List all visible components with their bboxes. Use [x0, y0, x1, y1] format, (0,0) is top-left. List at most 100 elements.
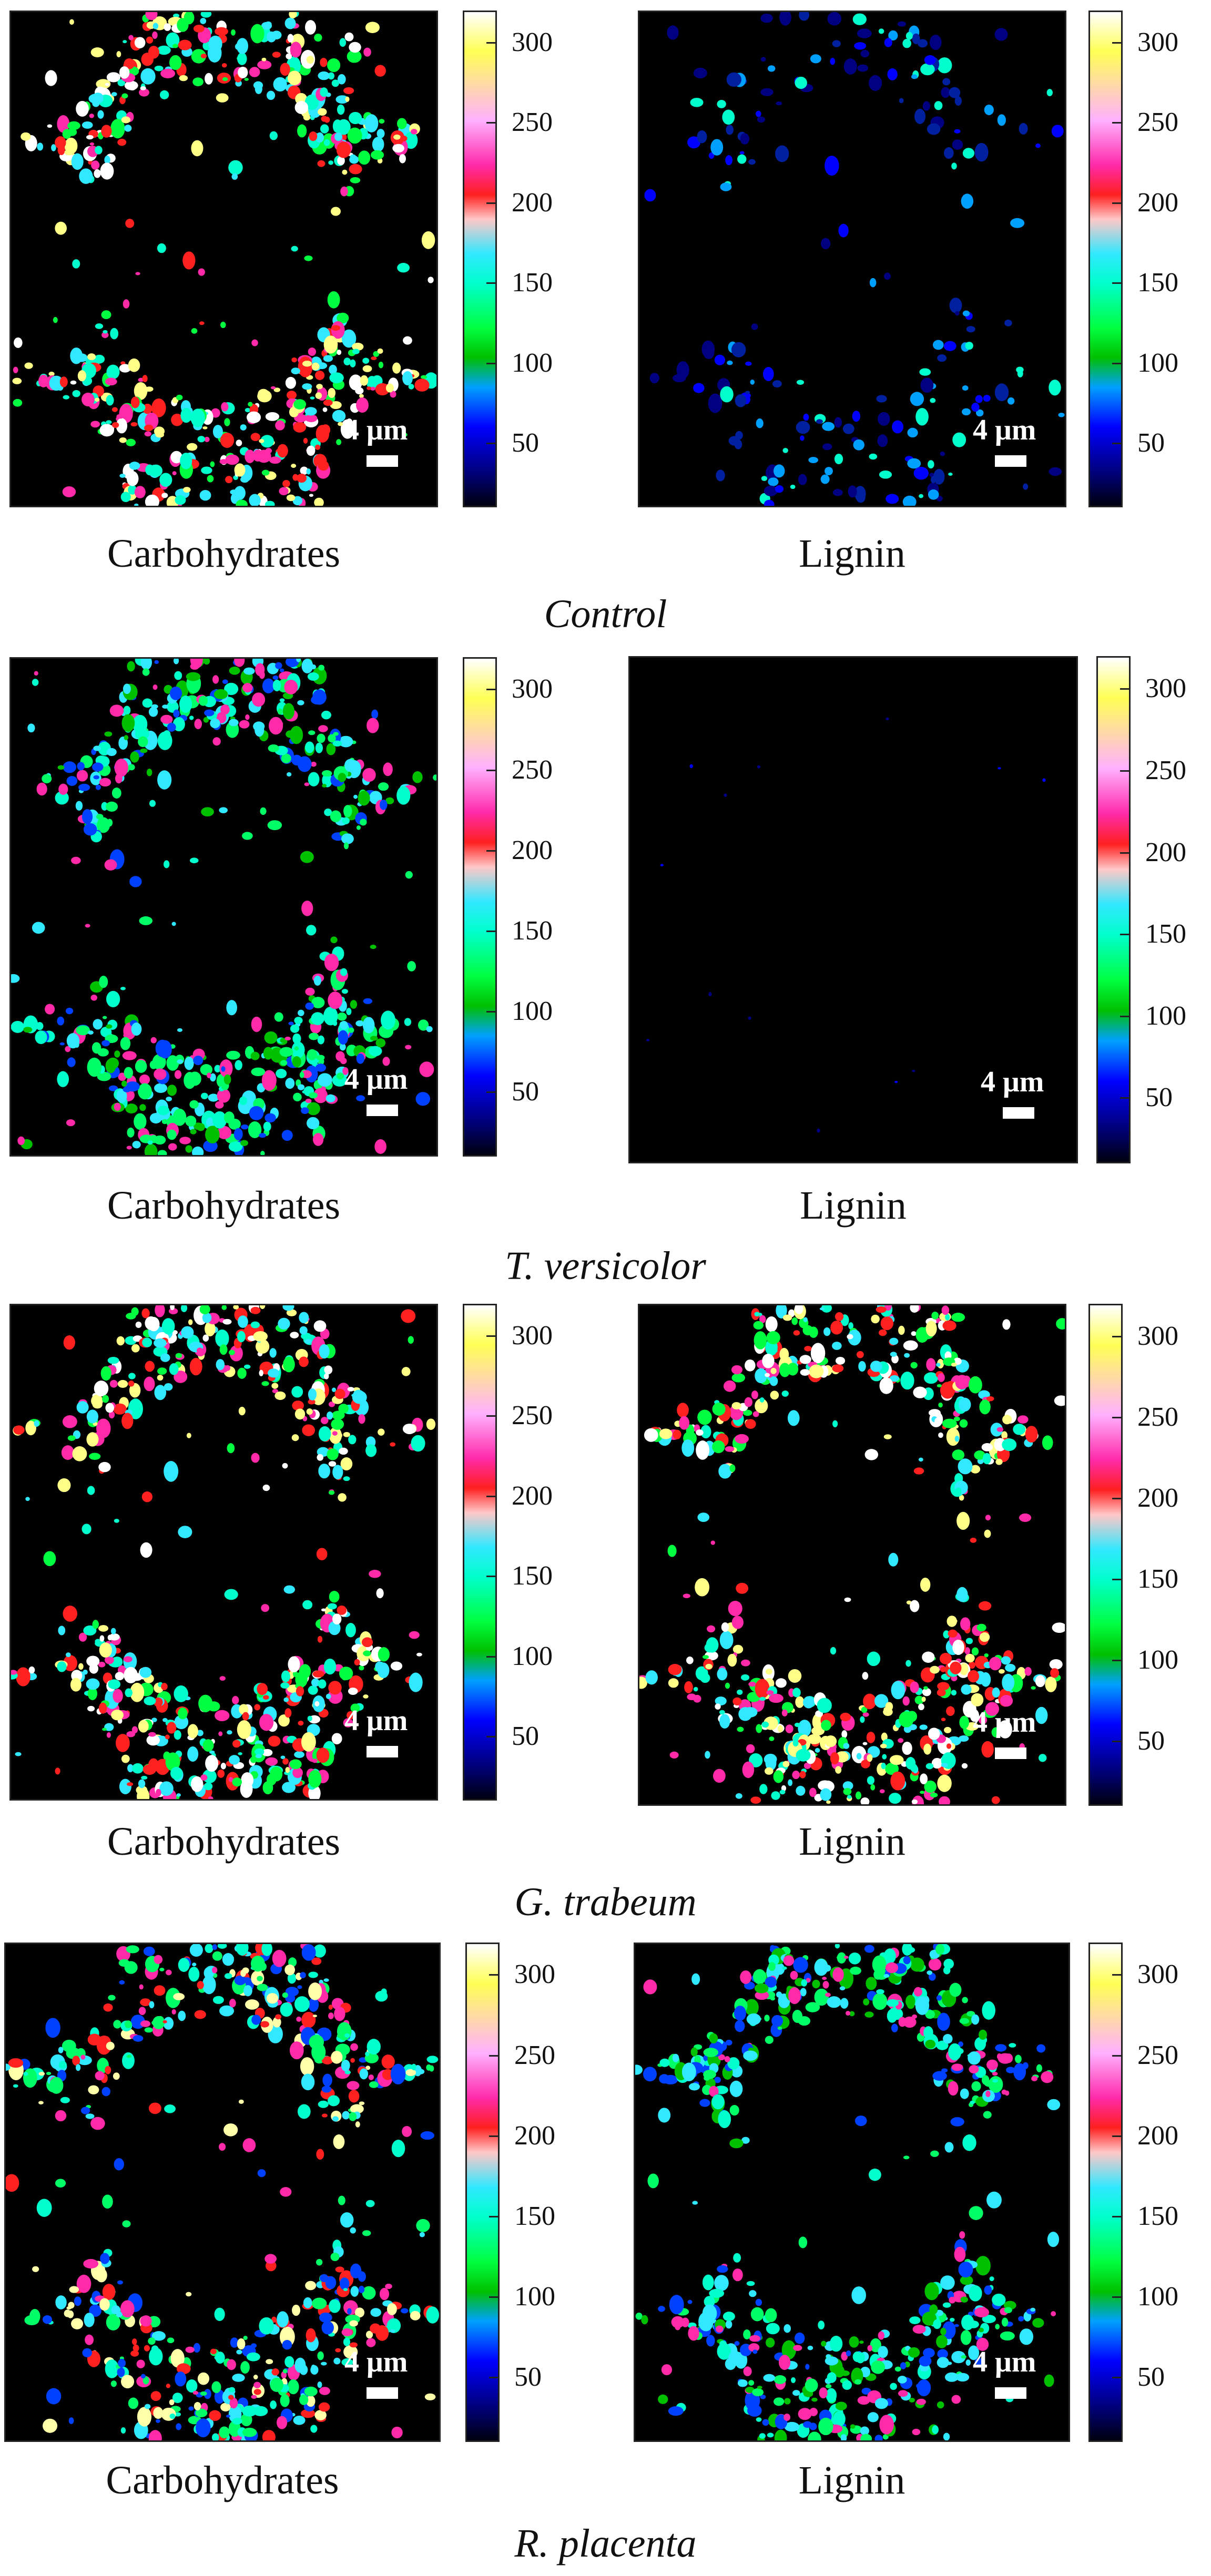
intensity-blob: [903, 1340, 918, 1351]
intensity-blob: [121, 93, 128, 99]
intensity-blob: [953, 1619, 958, 1623]
intensity-blob: [686, 1657, 694, 1664]
intensity-blob: [770, 1391, 779, 1400]
intensity-blob: [107, 1634, 113, 1641]
intensity-blob: [1049, 467, 1062, 476]
intensity-blob: [740, 1674, 750, 1681]
colorbar-tick-label: 300: [514, 1959, 555, 1990]
intensity-blob: [362, 1637, 373, 1648]
intensity-blob: [248, 1121, 262, 1138]
intensity-blob: [160, 1353, 170, 1362]
intensity-blob: [232, 1740, 241, 1748]
intensity-blob: [777, 2026, 782, 2030]
intensity-blob: [659, 2058, 670, 2067]
intensity-blob: [310, 396, 315, 400]
intensity-blob: [102, 1016, 107, 1019]
intensity-blob: [178, 2010, 186, 2021]
intensity-blob: [321, 1608, 327, 1612]
intensity-blob: [319, 2387, 330, 2395]
intensity-blob: [1019, 1513, 1032, 1522]
intensity-blob: [913, 1467, 924, 1475]
intensity-blob: [745, 1419, 756, 1429]
intensity-blob: [117, 2367, 125, 2377]
intensity-blob: [358, 790, 370, 806]
colorbar-tick: [486, 769, 497, 771]
intensity-blob: [332, 740, 342, 747]
intensity-blob: [724, 2056, 730, 2062]
intensity-blob: [114, 2158, 124, 2171]
intensity-blob: [719, 1710, 725, 1715]
intensity-blob: [318, 1464, 330, 1479]
intensity-blob: [317, 2351, 324, 2360]
intensity-blob: [952, 1639, 964, 1655]
intensity-blob: [826, 2354, 831, 2359]
intensity-blob: [798, 2408, 812, 2420]
colorbar: [1088, 11, 1123, 507]
intensity-blob: [959, 2231, 965, 2239]
intensity-blob: [816, 419, 823, 424]
intensity-blob: [198, 1694, 213, 1713]
intensity-blob: [259, 1369, 263, 1376]
intensity-blob: [777, 1725, 783, 1733]
intensity-blob: [119, 364, 131, 373]
intensity-blob: [301, 2011, 316, 2028]
intensity-blob: [342, 2111, 350, 2120]
intensity-blob: [116, 2312, 123, 2318]
intensity-blob: [89, 114, 94, 118]
intensity-blob: [928, 489, 939, 500]
intensity-blob: [825, 467, 833, 476]
intensity-blob: [140, 659, 152, 670]
intensity-blob: [6, 2063, 11, 2071]
intensity-blob: [371, 356, 377, 360]
intensity-blob: [983, 2111, 992, 2119]
intensity-blob: [756, 418, 764, 428]
intensity-blob: [106, 2314, 120, 2330]
intensity-blob: [140, 68, 156, 85]
intensity-blob: [950, 1661, 962, 1674]
intensity-blob: [342, 1067, 349, 1075]
intensity-blob: [257, 60, 272, 69]
intensity-blob: [703, 2048, 719, 2057]
intensity-blob: [728, 2350, 742, 2366]
intensity-blob: [138, 1083, 152, 1100]
intensity-blob: [228, 2395, 234, 2400]
intensity-blob: [709, 2033, 718, 2044]
intensity-blob: [939, 1652, 952, 1664]
intensity-blob: [910, 1681, 919, 1693]
intensity-blob: [120, 2375, 135, 2389]
intensity-blob: [392, 144, 404, 153]
intensity-blob: [954, 2246, 966, 2262]
intensity-blob: [284, 2356, 294, 2368]
intensity-blob: [255, 1754, 262, 1759]
intensity-blob: [881, 1762, 886, 1770]
intensity-blob: [352, 1391, 367, 1404]
intensity-blob: [960, 2330, 972, 2345]
intensity-blob: [157, 1375, 164, 1381]
intensity-blob: [194, 2401, 201, 2410]
intensity-blob: [378, 361, 384, 369]
intensity-blob: [95, 146, 103, 155]
intensity-blob: [274, 1012, 283, 1022]
intensity-blob: [178, 1526, 192, 1538]
intensity-blob: [783, 2324, 791, 2333]
intensity-blob: [684, 1681, 693, 1693]
intensity-blob: [885, 1762, 899, 1775]
intensity-blob: [401, 1367, 411, 1376]
intensity-blob: [744, 1397, 752, 1407]
intensity-blob: [219, 2426, 230, 2439]
intensity-blob: [254, 1704, 261, 1711]
intensity-blob: [396, 118, 407, 129]
intensity-blob: [328, 1681, 342, 1695]
intensity-blob: [937, 1774, 952, 1792]
intensity-blob: [272, 52, 281, 58]
intensity-blob: [301, 2409, 316, 2418]
intensity-blob: [177, 1059, 184, 1064]
intensity-blob: [830, 1647, 837, 1655]
intensity-blob: [842, 2380, 852, 2390]
intensity-blob: [210, 718, 220, 729]
intensity-blob: [224, 1973, 232, 1979]
intensity-blob: [24, 362, 33, 369]
intensity-blob: [890, 2383, 897, 2390]
intensity-blob: [350, 154, 357, 160]
intensity-blob: [984, 104, 994, 115]
